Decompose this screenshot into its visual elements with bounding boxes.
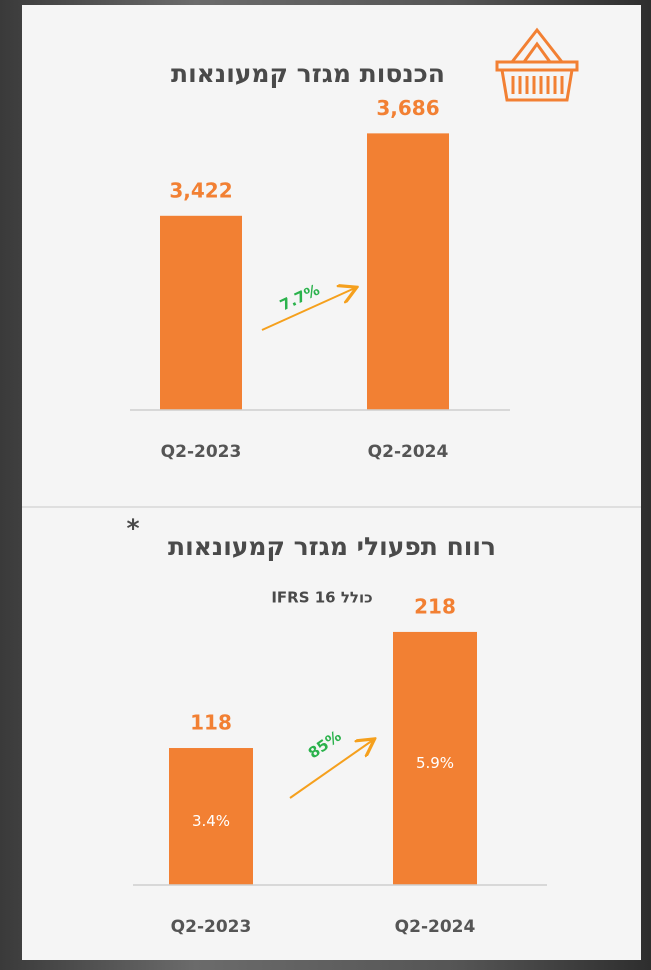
bar bbox=[367, 133, 449, 411]
chart-title: רווח תפעולי מגזר קמעונאות bbox=[168, 532, 496, 561]
bar bbox=[169, 748, 253, 885]
growth-arrow bbox=[261, 288, 355, 331]
value-label: 3,422 bbox=[169, 178, 232, 202]
chart-title: הכנסות מגזר קמעונאות bbox=[171, 59, 445, 88]
x-tick-label: Q2-2024 bbox=[368, 442, 449, 462]
value-label: 218 bbox=[414, 594, 456, 618]
x-tick-label: Q2-2023 bbox=[161, 442, 242, 462]
panel bbox=[22, 5, 641, 960]
bar bbox=[393, 631, 477, 885]
basket-icon bbox=[495, 27, 579, 102]
value-label: 3,686 bbox=[376, 96, 439, 120]
inner-label: 3.4% bbox=[192, 812, 230, 830]
title-mark: * bbox=[126, 514, 139, 543]
chart-subtitle: כולל 16 IFRS bbox=[271, 589, 372, 607]
bar bbox=[160, 215, 242, 410]
value-label: 118 bbox=[190, 711, 232, 735]
x-tick-label: Q2-2023 bbox=[171, 917, 252, 937]
x-tick-label: Q2-2024 bbox=[395, 917, 476, 937]
inner-label: 5.9% bbox=[416, 754, 454, 772]
growth-arrow bbox=[289, 740, 373, 799]
